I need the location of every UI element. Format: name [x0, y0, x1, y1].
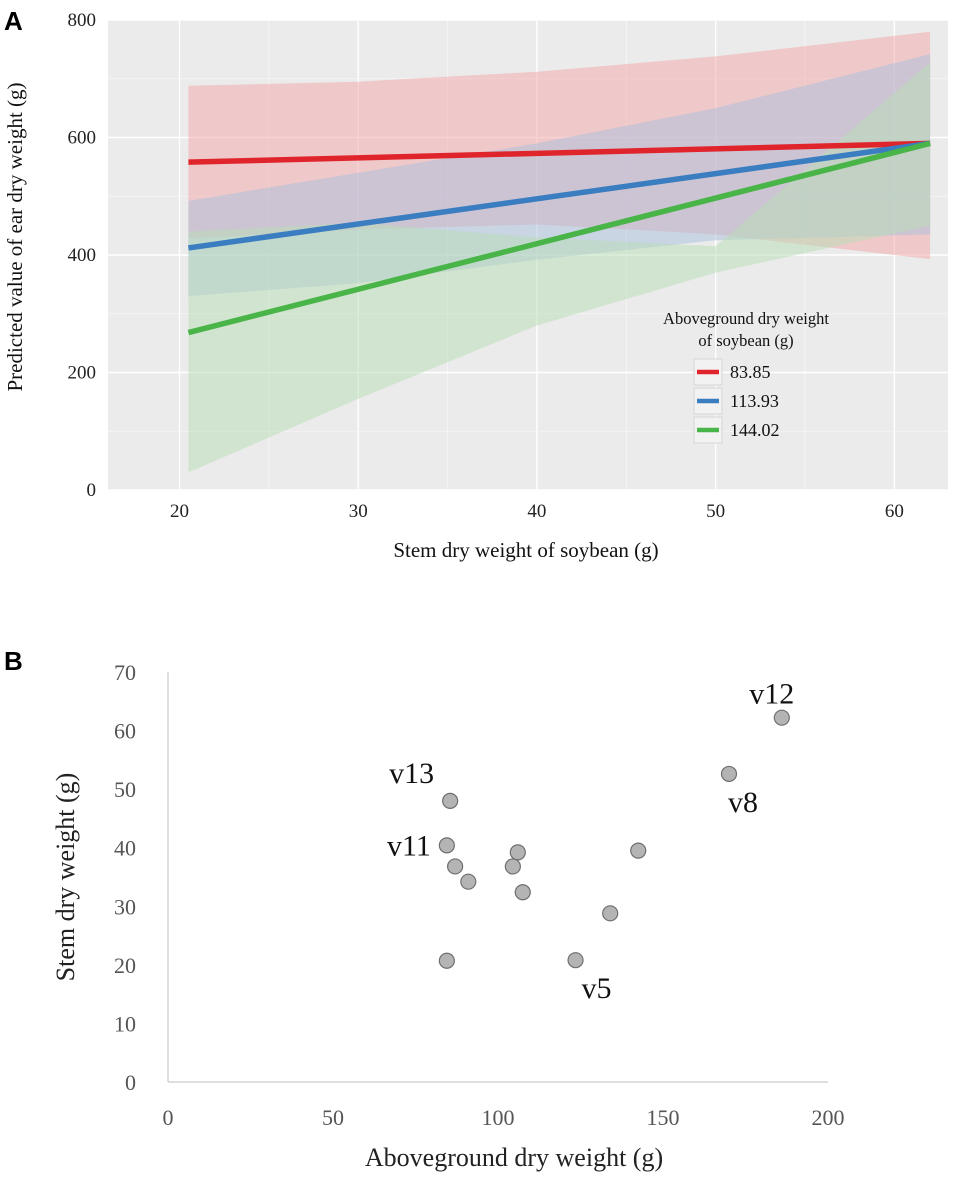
legend-item-label: 144.02: [730, 420, 780, 440]
x-tick-label: 200: [812, 1105, 845, 1130]
panel-a-x-axis-label: Stem dry weight of soybean (g): [393, 538, 658, 562]
y-tick-label: 70: [114, 660, 136, 685]
series-line-113-93: [188, 140, 931, 251]
x-tick-label: 40: [527, 501, 546, 522]
x-tick-label: 0: [163, 1105, 174, 1130]
scatter-point: [630, 842, 647, 859]
y-tick-label: 10: [114, 1011, 136, 1036]
x-tick-label: 50: [706, 501, 725, 522]
panel-label-a: A: [4, 6, 23, 36]
y-tick-label: 50: [114, 777, 136, 802]
scatter-point: [509, 844, 526, 861]
point-label-v5: v5: [582, 972, 612, 1005]
legend-item-label: 83.85: [730, 362, 771, 382]
y-tick-label: 200: [68, 363, 97, 384]
y-tick-label: 20: [114, 953, 136, 978]
scatter-point: [460, 873, 477, 890]
panel-a-series-lines: [187, 140, 931, 336]
legend-item-label: 113.93: [730, 391, 779, 411]
panel-a-y-axis-label: Predicted value of ear dry weight (g): [3, 82, 27, 391]
point-label-v13: v13: [389, 757, 434, 790]
scatter-point: [447, 858, 464, 875]
scatter-point: [438, 837, 455, 854]
panel-a-legend: Aboveground dry weight of soybean (g) 83…: [663, 309, 829, 444]
panel-b-tick-labels: 0 50 100 150 200 0 10 20 30 40 50 60 70: [114, 660, 845, 1130]
panel-a-confidence-bands: [188, 31, 931, 473]
scatter-point: [514, 884, 531, 901]
x-tick-label: 30: [349, 501, 368, 522]
x-tick-label: 100: [482, 1105, 515, 1130]
scatter-point: [438, 952, 455, 969]
scatter-point: [504, 858, 521, 875]
confidence-band-144-02: [188, 62, 931, 473]
point-label-v12: v12: [749, 678, 794, 711]
y-tick-label: 800: [68, 10, 97, 31]
series-line-144-02: [187, 140, 931, 336]
x-tick-label: 20: [170, 501, 189, 522]
scatter-point: [773, 709, 790, 726]
point-label-v8: v8: [728, 786, 758, 819]
y-tick-label: 60: [114, 719, 136, 744]
panel-label-b: B: [4, 646, 23, 676]
y-tick-label: 40: [114, 836, 136, 861]
y-tick-label: 400: [68, 245, 97, 266]
x-tick-label: 150: [647, 1105, 680, 1130]
legend-title-line2: of soybean (g): [698, 331, 793, 350]
y-tick-label: 0: [125, 1070, 136, 1095]
panel-b-point-labels: v11 v13 v5 v8 v12: [387, 678, 794, 1005]
panel-b-axes: [167, 672, 828, 1083]
legend-title-line1: Aboveground dry weight: [663, 309, 829, 328]
scatter-point: [602, 905, 619, 922]
y-tick-label: 600: [68, 128, 97, 149]
panel-b-points: [438, 709, 790, 969]
panel-b-y-axis-label: Stem dry weight (g): [51, 773, 80, 982]
panel-b-x-axis-label: Aboveground dry weight (g): [365, 1143, 663, 1172]
legend-items: 83.85 113.93 144.02: [693, 358, 780, 444]
x-tick-label: 50: [322, 1105, 344, 1130]
x-tick-label: 60: [885, 501, 904, 522]
series-line-83-85: [188, 140, 931, 165]
point-label-v11: v11: [387, 829, 431, 862]
scatter-point: [567, 952, 584, 969]
scatter-point: [442, 792, 459, 809]
y-tick-label: 30: [114, 894, 136, 919]
scatter-point: [720, 765, 738, 783]
y-tick-label: 0: [87, 480, 97, 501]
